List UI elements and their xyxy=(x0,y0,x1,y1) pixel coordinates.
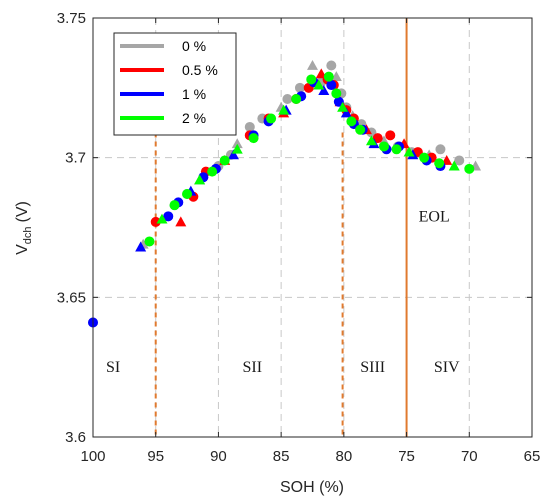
y-axis-label: Vdch (V) xyxy=(14,201,34,255)
x-tick-label-90: 90 xyxy=(210,448,227,465)
data-point-series0-12 xyxy=(294,82,305,93)
data-point-series3-21 xyxy=(391,144,402,155)
plot-area-frame xyxy=(92,17,533,438)
data-point-series1-1 xyxy=(175,216,187,227)
data-point-series3-7 xyxy=(231,143,243,154)
data-point-series0-7 xyxy=(231,138,243,149)
legend-label-0: 0 % xyxy=(182,38,206,54)
data-point-series3-8 xyxy=(248,133,259,144)
data-point-series3-23 xyxy=(419,152,430,163)
y-tick-label-3.7: 3.7 xyxy=(65,150,86,167)
x-tick-label-100: 100 xyxy=(80,448,105,465)
data-point-series2-16 xyxy=(340,107,352,118)
x-tick-label-95: 95 xyxy=(147,448,164,465)
data-point-series3-19 xyxy=(365,135,377,146)
data-point-series3-10 xyxy=(278,104,290,115)
data-point-series3-13 xyxy=(313,79,325,90)
y-tick-label-3.65: 3.65 xyxy=(57,289,86,306)
y-axis-label-subscript: dch xyxy=(22,226,34,244)
legend-label-3: 2 % xyxy=(182,110,206,126)
data-point-series0-13 xyxy=(307,59,318,70)
stage-label-siii: SIII xyxy=(360,359,385,376)
data-point-series3-3 xyxy=(182,188,193,199)
x-tick-label-85: 85 xyxy=(273,448,290,465)
data-point-series0-27 xyxy=(454,155,465,166)
data-point-series0-16 xyxy=(330,71,342,82)
y-tick-label-3.75: 3.75 xyxy=(57,10,86,27)
data-point-series3-17 xyxy=(346,116,357,127)
x-tick-label-80: 80 xyxy=(336,448,353,465)
data-point-series1-18 xyxy=(385,130,396,141)
data-point-series3-15 xyxy=(331,88,342,99)
legend-label-2: 1 % xyxy=(182,86,206,102)
stage-label-siv: SIV xyxy=(434,359,460,376)
data-point-series3-1 xyxy=(156,213,168,224)
y-tick-label-3.6: 3.6 xyxy=(65,429,86,446)
y-axis-label-main: V xyxy=(14,244,31,255)
data-point-series3-11 xyxy=(291,94,302,105)
data-point-series3-9 xyxy=(266,113,277,124)
data-point-series0-15 xyxy=(326,60,337,71)
data-point-series2-7 xyxy=(227,149,239,160)
data-point-series0-26 xyxy=(435,144,446,155)
data-point-series2-1 xyxy=(135,241,147,252)
y-axis-label-unit: (V) xyxy=(14,201,31,222)
data-point-series1-0 xyxy=(150,216,161,227)
legend-label-1: 0.5 % xyxy=(182,62,218,78)
data-point-series3-18 xyxy=(355,124,366,135)
data-point-series3-2 xyxy=(169,200,180,211)
x-tick-label-65: 65 xyxy=(524,448,541,465)
x-axis-label: SOH (%) xyxy=(280,479,344,496)
legend: 0 % 0.5 % 1 % 2 % xyxy=(113,32,237,136)
stage-label-sii: SII xyxy=(243,359,263,376)
data-point-series3-26 xyxy=(464,163,475,174)
data-point-series3-16 xyxy=(337,101,349,112)
data-point-series3-22 xyxy=(403,146,415,157)
data-point-series3-4 xyxy=(194,174,206,185)
data-point-series3-24 xyxy=(434,158,445,169)
data-point-series2-2 xyxy=(163,211,174,222)
data-point-series3-20 xyxy=(378,141,389,152)
data-point-series3-25 xyxy=(448,160,460,171)
eol-label: EOL xyxy=(419,208,450,225)
data-point-series0-8 xyxy=(244,121,255,132)
data-point-series3-14 xyxy=(323,71,334,82)
data-point-series3-6 xyxy=(219,155,230,166)
x-tick-label-75: 75 xyxy=(398,448,415,465)
data-point-series2-13 xyxy=(318,85,330,96)
stage-label-si: SI xyxy=(106,359,120,376)
data-point-series0-11 xyxy=(282,94,293,105)
data-point-series2-14 xyxy=(326,80,337,91)
data-point-series3-12 xyxy=(306,74,317,85)
x-tick-label-70: 70 xyxy=(461,448,478,465)
data-point-series3-0 xyxy=(144,236,155,247)
data-point-series3-5 xyxy=(207,166,218,177)
